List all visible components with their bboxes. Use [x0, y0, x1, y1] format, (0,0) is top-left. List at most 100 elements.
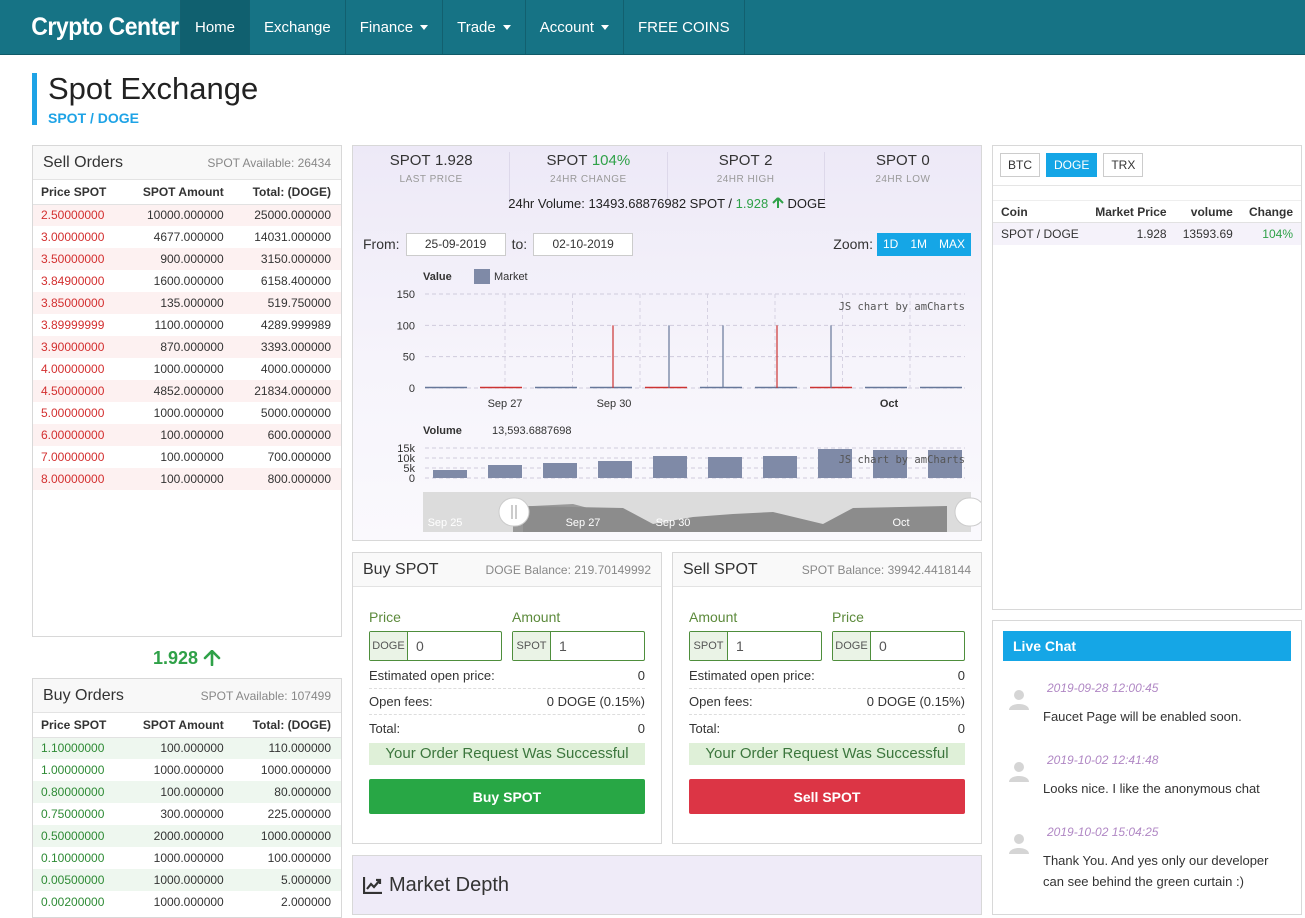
- col-coin: Coin: [993, 200, 1088, 223]
- table-row[interactable]: 3.89999999 1100.000000 4289.999989: [33, 314, 341, 336]
- sell-spot-button[interactable]: Sell SPOT: [689, 779, 965, 814]
- from-date-input[interactable]: 25-09-2019: [405, 232, 506, 256]
- last-price-value: 1.928: [152, 648, 199, 668]
- x-tick-label: Sep 30: [597, 398, 632, 410]
- market-volume: 13593.69: [1174, 222, 1241, 245]
- chat-time: 2019-09-28 12:00:45: [1047, 681, 1159, 695]
- nav-account[interactable]: Account: [524, 0, 623, 54]
- order-amount: 1000.000000: [153, 362, 224, 376]
- table-row[interactable]: 4.00000000 1000.000000 4000.000000: [33, 358, 341, 380]
- y-tick-label: 50: [403, 352, 415, 364]
- order-price: 3.84900000: [41, 274, 105, 288]
- chat-messages: 2019-09-28 12:00:45 Faucet Page will be …: [993, 681, 1301, 897]
- nav-exchange[interactable]: Exchange: [249, 0, 345, 54]
- volume-readout: 13,593.6887698: [492, 425, 572, 437]
- sell-fees-row: Open fees: 0 DOGE (0.15%): [689, 689, 965, 715]
- line-chart-icon: [363, 877, 382, 894]
- volume-bar: [708, 457, 742, 478]
- scrollbar-handle-left[interactable]: [498, 497, 530, 527]
- order-total: 21834.000000: [254, 384, 331, 398]
- table-row[interactable]: 5.00000000 1000.000000 5000.000000: [33, 402, 341, 424]
- zoom-1d-button[interactable]: 1D: [876, 232, 905, 256]
- table-row[interactable]: 2.50000000 10000.000000 25000.000000: [33, 204, 341, 226]
- volume-bar: [653, 456, 687, 478]
- chat-text: Faucet Page will be enabled soon.: [1043, 709, 1242, 724]
- table-row[interactable]: 3.50000000 900.000000 3150.000000: [33, 248, 341, 270]
- volume-bar: [488, 465, 522, 478]
- volume-axis-title: Volume: [423, 425, 462, 437]
- value-axis-title: Value: [423, 271, 452, 283]
- table-row[interactable]: 7.00000000 100.000000 700.000000: [33, 446, 341, 468]
- x-tick-label: Sep 27: [488, 398, 523, 410]
- volume-bar: [598, 461, 632, 478]
- order-amount: 1000.000000: [153, 873, 224, 887]
- nav-home-label: Home: [195, 18, 236, 36]
- col-amount: SPOT Amount: [123, 713, 234, 738]
- sell-orders-title: Sell Orders: [43, 153, 124, 171]
- table-row[interactable]: 3.85000000 135.000000 519.750000: [33, 292, 341, 314]
- buy-amount-value[interactable]: 1: [559, 638, 567, 654]
- tab-trx[interactable]: TRX: [1103, 153, 1144, 177]
- scrollbar-handle-right[interactable]: [954, 497, 981, 527]
- sell-price-input[interactable]: DOGE 0: [832, 631, 965, 661]
- table-row[interactable]: 6.00000000 100.000000 600.000000: [33, 424, 341, 446]
- buy-price-field: Price DOGE 0: [369, 609, 502, 661]
- buy-amount-input[interactable]: SPOT 1: [512, 631, 645, 661]
- nav-trade[interactable]: Trade: [442, 0, 525, 54]
- volume-tick-label: 15k: [397, 443, 415, 455]
- buy-price-input[interactable]: DOGE 0: [369, 631, 502, 661]
- to-date-input[interactable]: 02-10-2019: [533, 232, 634, 256]
- buy-spot-panel: Buy SPOT DOGE Balance: 219.70149992 Pric…: [352, 552, 662, 844]
- order-total: 6158.400000: [260, 274, 331, 288]
- order-amount: 100.000000: [160, 428, 224, 442]
- zoom-max-button[interactable]: MAX: [932, 232, 971, 256]
- table-row[interactable]: 3.90000000 870.000000 3393.000000: [33, 336, 341, 358]
- market-row[interactable]: SPOT / DOGE 1.928 13593.69 104%: [993, 222, 1301, 245]
- sell-amount-input[interactable]: SPOT 1: [689, 631, 822, 661]
- table-row[interactable]: 0.50000000 2000.000000 1000.000000: [33, 825, 341, 847]
- order-total: 4289.999989: [260, 318, 331, 332]
- order-price: 3.90000000: [41, 340, 105, 354]
- zoom-1m-button[interactable]: 1M: [904, 232, 933, 256]
- table-row[interactable]: 4.50000000 4852.000000 21834.000000: [33, 380, 341, 402]
- order-price: 7.00000000: [41, 450, 105, 464]
- table-row[interactable]: 0.80000000 100.000000 80.000000: [33, 781, 341, 803]
- chat-message: 2019-10-02 12:41:48 Looks nice. I like t…: [1007, 753, 1301, 825]
- est-value: 0: [637, 668, 645, 683]
- stat-label: SPOT: [546, 152, 588, 169]
- buy-price-value[interactable]: 0: [416, 638, 424, 654]
- table-row[interactable]: 0.75000000 300.000000 225.000000: [33, 803, 341, 825]
- zoom-controls: Zoom: 1D 1M MAX: [833, 232, 971, 256]
- col-total: Total: (DOGE): [233, 713, 341, 738]
- sell-price-value[interactable]: 0: [879, 638, 887, 654]
- nav-finance[interactable]: Finance: [344, 0, 442, 54]
- table-row[interactable]: 3.00000000 4677.000000 14031.000000: [33, 226, 341, 248]
- markets-table: Coin Market Price volume Change SPOT / D…: [993, 200, 1301, 245]
- sell-fields: Amount SPOT 1 Price DOGE 0: [673, 609, 981, 661]
- price-chart[interactable]: Value Market 150 100 50 0 JS chart by amCharts…: [353, 262, 981, 534]
- nav-home[interactable]: Home: [180, 0, 250, 54]
- est-label: Estimated open price:: [369, 668, 495, 683]
- order-total: 3393.000000: [260, 340, 331, 354]
- order-total: 5000.000000: [260, 406, 331, 420]
- order-price: 4.50000000: [41, 384, 105, 398]
- buy-spot-button[interactable]: Buy SPOT: [369, 779, 645, 814]
- tab-doge[interactable]: DOGE: [1046, 153, 1098, 177]
- table-row[interactable]: 3.84900000 1600.000000 6158.400000: [33, 270, 341, 292]
- tab-btc[interactable]: BTC: [1000, 153, 1040, 177]
- order-amount: 4852.000000: [153, 384, 224, 398]
- table-row[interactable]: 0.10000000 1000.000000 100.000000: [33, 847, 341, 869]
- table-row[interactable]: 0.00500000 1000.000000 5.000000: [33, 869, 341, 891]
- col-price: Price SPOT: [33, 180, 124, 205]
- table-row[interactable]: 1.10000000 100.000000 110.000000: [33, 737, 341, 759]
- table-row[interactable]: 8.00000000 100.000000 800.000000: [33, 468, 341, 490]
- order-price: 0.50000000: [41, 829, 105, 843]
- table-row[interactable]: 1.00000000 1000.000000 1000.000000: [33, 759, 341, 781]
- nav-free-coins[interactable]: FREE COINS: [622, 0, 744, 54]
- order-price: 8.00000000: [41, 472, 105, 486]
- stat-24hr-high: SPOT 2 24HR HIGH: [668, 152, 825, 204]
- sell-amount-value[interactable]: 1: [736, 638, 744, 654]
- order-amount: 1600.000000: [153, 274, 224, 288]
- brand-logo[interactable]: Crypto Center: [31, 12, 179, 41]
- table-row[interactable]: 0.00200000 1000.000000 2.000000: [33, 891, 341, 913]
